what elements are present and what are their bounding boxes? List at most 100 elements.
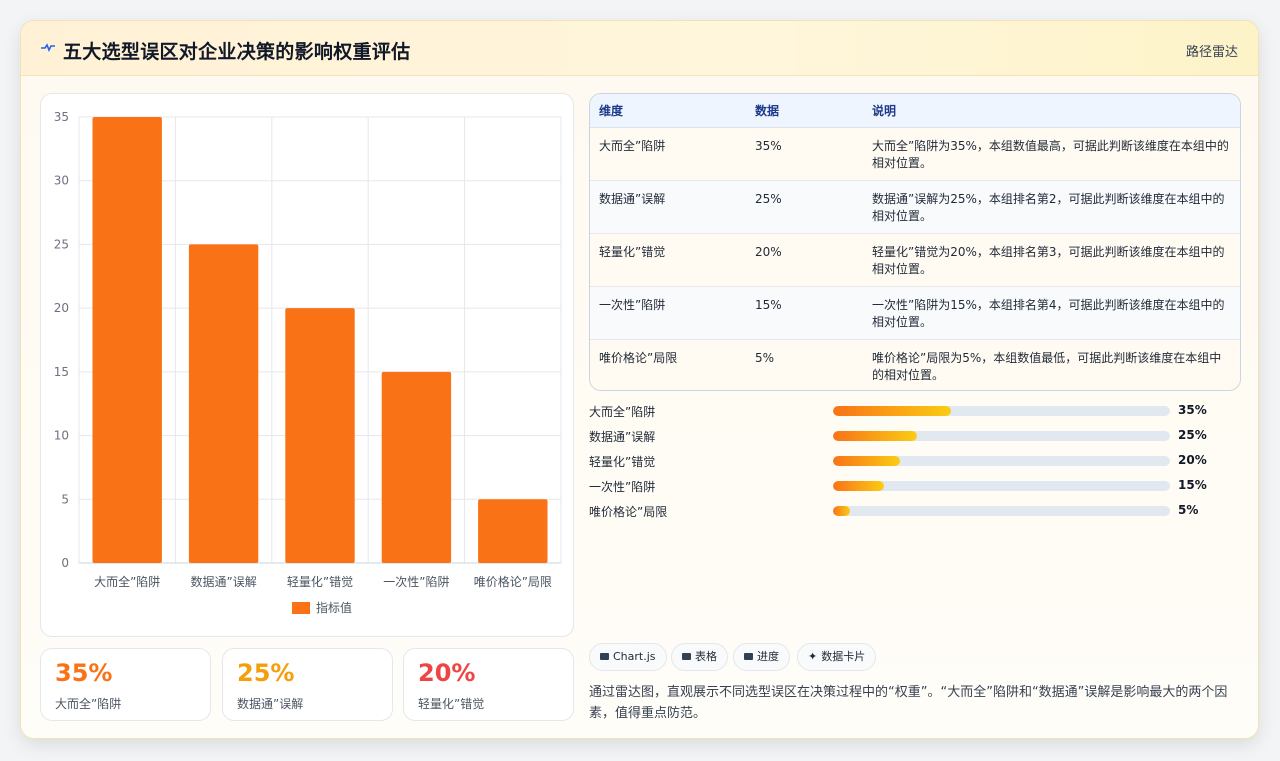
column-header: 说明 [863,94,1240,128]
stat-card-3: 20% 轻量化”错觉 [403,648,574,721]
progress-fill [833,456,901,466]
x-tick-label: 数据通”误解 [190,574,256,589]
table-row: 一次性”陷阱 15% 一次性”陷阱为15%，本组排名第4，可据此判断该维度在本组… [590,286,1240,339]
stat-value: 35% [55,659,113,687]
progress-label: 唯价格论”局限 [589,505,668,519]
progress-fill [833,406,951,416]
progress-track [833,406,1170,416]
cell-desc: 数据通”误解为25%，本组排名第2，可据此判断该维度在本组中的相对位置。 [872,191,1225,223]
stat-card-2: 25% 数据通”误解 [222,648,393,721]
cell-desc: 唯价格论”局限为5%，本组数值最低，可据此判断该维度在本组中的相对位置。 [872,350,1222,382]
header: 五大选型误区对企业决策的影响权重评估 路径雷达 [21,21,1258,76]
bar [188,244,259,563]
cell-value: 20% [755,244,782,259]
progress-label: 轻量化”错觉 [589,455,656,469]
cell-value: 5% [755,350,775,365]
cell-desc: 一次性”陷阱为15%，本组排名第4，可据此判断该维度在本组中的相对位置。 [872,297,1225,329]
stat-card-1: 35% 大而全”陷阱 [40,648,211,721]
pulse-icon [41,43,55,52]
y-tick-label: 35 [54,110,69,124]
progress-fill [833,506,850,516]
y-tick-label: 20 [54,301,69,315]
chip-label: 数据卡片 [821,650,866,663]
stat-value: 20% [418,659,476,687]
progress-list: 大而全”陷阱 35% 数据通”误解 25% 轻量化”错觉 20% 一次性”陷阱 … [589,403,1229,528]
progress-label: 大而全”陷阱 [589,405,656,419]
cell-name: 唯价格论”局限 [599,350,678,365]
table-row: 大而全”陷阱 35% 大而全”陷阱为35%，本组数值最高，可据此判断该维度在本组… [590,127,1240,180]
chip-label: Chart.js [613,650,656,663]
x-tick-label: 大而全”陷阱 [94,574,160,589]
progress-label: 一次性”陷阱 [589,480,656,494]
cell-name: 数据通”误解 [599,191,666,206]
stat-label: 大而全”陷阱 [55,697,122,711]
progress-value: 15% [1178,478,1207,492]
cell-desc: 轻量化”错觉为20%，本组排名第3，可据此判断该维度在本组中的相对位置。 [872,244,1225,276]
summary-note: 通过雷达图，直观展示不同选型误区在决策过程中的“权重”。“大而全”陷阱和“数据通… [589,685,1228,721]
sparkle-icon: ✦ [808,650,818,663]
progress-row: 大而全”陷阱 35% [589,403,1229,428]
chip-chartjs[interactable]: Chart.js [589,643,667,671]
table-row: 轻量化”错觉 20% 轻量化”错觉为20%，本组排名第3，可据此判断该维度在本组… [590,233,1240,286]
cell-desc: 大而全”陷阱为35%，本组数值最高，可据此判断该维度在本组中的相对位置。 [872,138,1229,170]
stat-label: 轻量化”错觉 [418,697,485,711]
chip-label: 进度 [757,650,779,663]
progress-track [833,431,1170,441]
table-icon [682,653,691,660]
cell-name: 大而全”陷阱 [599,138,666,153]
bar [285,308,355,563]
x-tick-label: 一次性”陷阱 [383,574,449,589]
progress-value: 25% [1178,428,1207,442]
y-tick-label: 15 [54,365,69,379]
legend-swatch [292,602,310,614]
dashboard-card: 五大选型误区对企业决策的影响权重评估 路径雷达 0 5 10 15 20 25 30 35 大而… [20,20,1259,739]
cell-name: 轻量化”错觉 [599,244,666,259]
progress-track [833,506,1170,516]
stat-value: 25% [237,659,295,687]
chip-label: 表格 [695,650,717,663]
progress-row: 一次性”陷阱 15% [589,478,1229,503]
y-tick-label: 25 [54,237,69,251]
stat-label: 数据通”误解 [237,697,304,711]
chip-data-card[interactable]: ✦ 数据卡片 [797,643,877,671]
progress-row: 轻量化”错觉 20% [589,453,1229,478]
cell-value: 25% [755,191,782,206]
cell-value: 15% [755,297,782,312]
bar [381,371,452,563]
progress-row: 数据通”误解 25% [589,428,1229,453]
y-tick-label: 10 [54,429,69,443]
y-tick-label: 5 [61,492,69,506]
progress-value: 35% [1178,403,1207,417]
bar [92,117,162,563]
header-tag: 路径雷达 [1185,45,1238,60]
table-row: 数据通”误解 25% 数据通”误解为25%，本组排名第2，可据此判断该维度在本组… [590,180,1240,233]
cell-name: 一次性”陷阱 [599,297,666,312]
chip-table[interactable]: 表格 [671,643,728,671]
progress-value: 20% [1178,453,1207,467]
data-table: 维度 数据 说明 大而全”陷阱 35% 大而全”陷阱为35%，本组数值最高，可据… [589,93,1241,391]
column-header: 维度 [590,94,746,128]
bar-chart-svg: 0 5 10 15 20 25 30 35 大而全”陷阱 数据通”误解 轻量化”错觉 一次性”陷阱 唯价… [54,110,562,615]
progress-value: 5% [1178,503,1199,517]
chart-icon [600,653,609,660]
legend-label: 指标值 [316,600,352,615]
progress-track [833,481,1170,491]
page-title: 五大选型误区对企业决策的影响权重评估 [63,41,411,63]
table-header-row: 维度 数据 说明 [590,94,1240,128]
cell-value: 35% [755,138,782,153]
progress-fill [833,481,884,491]
bar [478,499,548,563]
progress-icon [744,653,753,660]
y-tick-label: 0 [61,556,69,570]
progress-label: 数据通”误解 [589,430,656,444]
x-tick-label: 轻量化”错觉 [287,575,353,589]
x-tick-label: 唯价格论”局限 [474,574,552,589]
progress-fill [833,431,918,441]
progress-track [833,456,1170,466]
table-row: 唯价格论”局限 5% 唯价格论”局限为5%，本组数值最低，可据此判断该维度在本组… [590,339,1240,390]
progress-row: 唯价格论”局限 5% [589,503,1229,528]
column-header: 数据 [746,94,863,128]
chip-progress[interactable]: 进度 [733,643,790,671]
y-tick-label: 30 [54,174,69,188]
bar-chart: 0 5 10 15 20 25 30 35 大而全”陷阱 数据通”误解 轻量化”错觉 一次性”陷阱 唯价… [40,93,574,637]
